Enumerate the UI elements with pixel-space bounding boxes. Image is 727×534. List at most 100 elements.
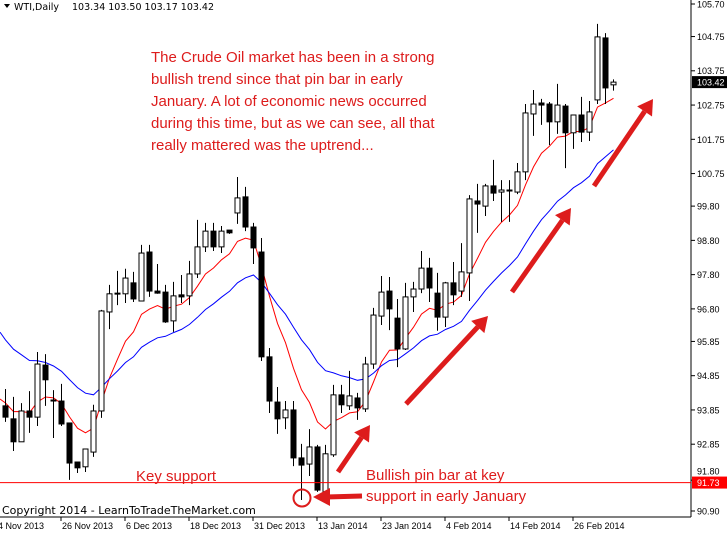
candle bbox=[394, 298, 401, 368]
candle-body-bearish bbox=[434, 292, 441, 318]
candle-body-bearish bbox=[50, 399, 57, 402]
candle-body-bullish bbox=[466, 198, 473, 274]
candle bbox=[146, 244, 153, 297]
current-price-tag bbox=[692, 76, 727, 89]
candle bbox=[10, 396, 17, 452]
candle-body-bullish bbox=[98, 310, 105, 412]
candle bbox=[450, 261, 457, 306]
x-axis[interactable]: 4 Nov 2013 26 Nov 2013 6 Dec 2013 18 Dec 20… bbox=[0, 517, 625, 531]
candle-body-bearish bbox=[74, 461, 81, 469]
candle-body-bearish bbox=[474, 200, 481, 205]
support-price-tag bbox=[692, 476, 727, 489]
symbol-label: WTI,Daily bbox=[14, 2, 59, 13]
candle-body-bearish bbox=[602, 37, 609, 89]
arrow-left-shaft bbox=[325, 493, 363, 500]
candle-body-bullish bbox=[458, 271, 465, 292]
arrow-up-icon bbox=[354, 425, 370, 443]
candle bbox=[18, 403, 25, 443]
candle bbox=[210, 222, 217, 251]
y-axis[interactable]: 105.70 104.75 103.75 102.75 101.75 100.75 99.8… bbox=[691, 0, 725, 517]
candle-body-bearish bbox=[546, 103, 553, 123]
candle bbox=[298, 443, 305, 501]
annotation-arrows bbox=[292, 99, 653, 508]
candle bbox=[26, 391, 33, 433]
candle-body-bearish bbox=[338, 394, 345, 406]
x-tick-label: 26 Feb 2014 bbox=[574, 521, 625, 531]
current-price-group: 103.42 bbox=[692, 76, 727, 89]
candle bbox=[546, 101, 553, 146]
candle-body-bearish bbox=[450, 282, 457, 296]
triangle-down-icon[interactable] bbox=[4, 4, 10, 8]
trend-arrow-shaft bbox=[335, 435, 364, 474]
candle-body-bullish bbox=[402, 296, 409, 350]
annotation-line: during this time, but as we can see, all… bbox=[151, 115, 435, 132]
candle bbox=[498, 180, 505, 222]
candle-body-bullish bbox=[18, 410, 25, 443]
candle bbox=[106, 284, 113, 330]
y-tick-label: 100.75 bbox=[697, 169, 725, 179]
x-tick-label: 13 Jan 2014 bbox=[318, 521, 368, 531]
y-tick-label: 103.75 bbox=[697, 66, 725, 76]
candle bbox=[418, 250, 425, 294]
arrow-up-icon bbox=[471, 316, 488, 334]
candle-body-bearish bbox=[242, 196, 249, 228]
y-tick-label: 99.80 bbox=[697, 202, 720, 212]
candle-body-bullish bbox=[234, 197, 241, 214]
y-tick-label: 104.75 bbox=[697, 32, 725, 42]
candle-body-bearish bbox=[2, 405, 9, 418]
candle-body-bullish bbox=[530, 103, 537, 115]
candle-body-bullish bbox=[322, 453, 329, 493]
x-tick-label: 18 Dec 2013 bbox=[190, 521, 241, 531]
candle bbox=[602, 33, 609, 105]
candle-body-bearish bbox=[290, 409, 297, 459]
candle bbox=[578, 96, 585, 143]
trend-arrow-shaft bbox=[404, 325, 480, 406]
chart-header: WTI,Daily 103.34 103.50 103.17 103.42 bbox=[4, 2, 214, 13]
candle bbox=[362, 356, 369, 412]
trend-arrow-shaft bbox=[509, 218, 565, 294]
candle-body-bearish bbox=[130, 282, 137, 300]
candle bbox=[306, 429, 313, 477]
annotation-line: The Crude Oil market has been in a stron… bbox=[151, 49, 434, 66]
y-tick-label: 90.90 bbox=[697, 507, 720, 517]
candle bbox=[594, 23, 601, 105]
candle-body-bullish bbox=[282, 409, 289, 419]
candle bbox=[458, 243, 465, 297]
annotation-line: bullish trend since that pin bar in earl… bbox=[151, 71, 403, 88]
candle bbox=[506, 180, 513, 222]
candle bbox=[82, 448, 89, 472]
annotation-line: January. A lot of economic news occurred bbox=[151, 93, 427, 110]
candle-body-bullish bbox=[330, 394, 337, 456]
candle bbox=[282, 401, 289, 430]
pin-bar-label: Bullish pin bar at key bbox=[366, 467, 505, 484]
ema-21-line bbox=[0, 149, 614, 396]
candle-body-bearish bbox=[274, 401, 281, 420]
candle-body-bullish bbox=[106, 293, 113, 313]
candle bbox=[250, 222, 257, 265]
candle bbox=[98, 309, 105, 418]
candle bbox=[90, 404, 97, 457]
candle-body-bearish bbox=[210, 230, 217, 248]
candles bbox=[2, 23, 617, 501]
candle-body-bullish bbox=[82, 448, 89, 468]
pin-bar-circle bbox=[292, 488, 312, 508]
x-tick-label: 31 Dec 2013 bbox=[254, 521, 305, 531]
candle-body-bearish bbox=[250, 226, 257, 249]
candle-body-bearish bbox=[226, 229, 233, 234]
candle-body-bullish bbox=[306, 446, 313, 465]
x-tick-label: 14 Feb 2014 bbox=[510, 521, 561, 531]
candle bbox=[258, 237, 265, 361]
candle-body-bearish bbox=[386, 290, 393, 310]
candle-body-bearish bbox=[490, 185, 497, 194]
candle bbox=[2, 389, 9, 422]
candle bbox=[562, 104, 569, 169]
candle bbox=[586, 100, 593, 142]
pin-bar-label: support in early January bbox=[366, 488, 527, 505]
candle bbox=[354, 392, 361, 420]
candle-body-bearish bbox=[578, 114, 585, 133]
x-tick-label: 4 Nov 2013 bbox=[0, 521, 44, 531]
support-line-group: 91.73 bbox=[0, 476, 727, 489]
candle-body-bullish bbox=[610, 81, 617, 86]
candle-body-bullish bbox=[370, 314, 377, 365]
